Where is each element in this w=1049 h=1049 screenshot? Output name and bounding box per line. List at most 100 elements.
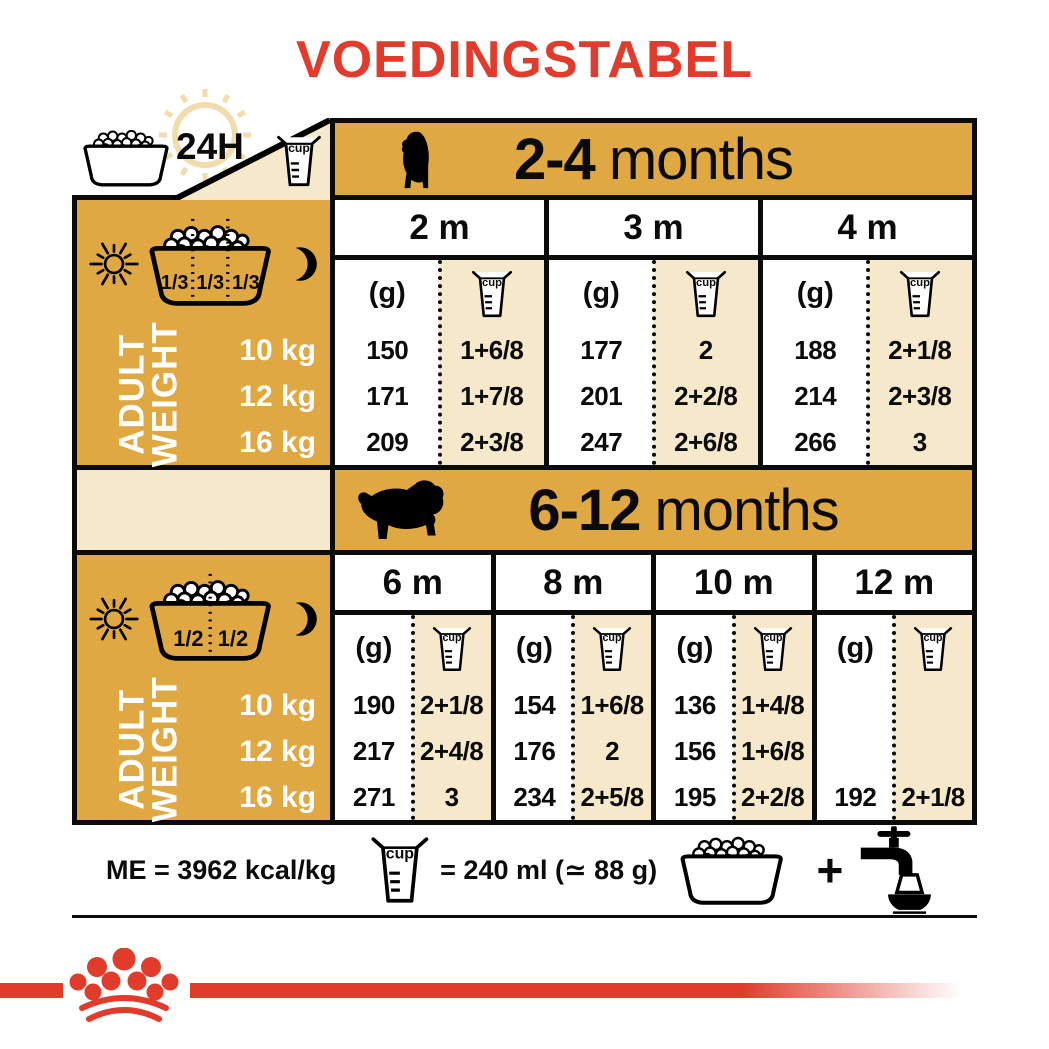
- grams-value: 209: [366, 426, 409, 457]
- grams-label: (g): [796, 277, 834, 309]
- cup-icon: cup: [276, 134, 322, 188]
- svg-text:cup: cup: [603, 632, 622, 644]
- cup-value: 2: [653, 327, 758, 373]
- cup-value: 2+1/8: [412, 682, 491, 728]
- dotted-divider: [437, 260, 442, 465]
- grams-value: 136: [673, 689, 716, 720]
- adult-weight-line1: ADULT: [112, 334, 152, 456]
- svg-text:cup: cup: [288, 141, 310, 155]
- grams-value: 188: [794, 334, 837, 365]
- page-title: VOEDINGSTABEL: [296, 31, 753, 89]
- cup-value: 1+7/8: [439, 373, 544, 419]
- grams-value: 176: [513, 735, 556, 766]
- cup-value: 1+4/8: [733, 682, 812, 728]
- moon-icon: [283, 247, 318, 281]
- section2-table-row: 1/2 1/2 ADULT WEIGHT 10 kg: [72, 555, 977, 825]
- crown-logo: [69, 948, 179, 1022]
- weight-rows: 10 kg 12 kg 16 kg: [239, 683, 316, 821]
- grams-value: 177: [580, 334, 623, 365]
- svg-text:cup: cup: [442, 632, 461, 644]
- meal-split-icons: 1/3 1/3 1/3: [77, 208, 330, 320]
- grams-value: 150: [366, 334, 409, 365]
- cup-value: 2+3/8: [867, 373, 972, 419]
- weight-16kg: 16 kg: [239, 781, 316, 814]
- svg-text:1/2: 1/2: [218, 626, 248, 651]
- cup-icon: cup: [899, 269, 941, 319]
- grams-value: 217: [352, 735, 395, 766]
- cup-equivalence-label: = 240 ml (≃ 88 g): [440, 854, 658, 885]
- plus-sign: +: [816, 844, 844, 896]
- brand-bar-left: [0, 983, 63, 998]
- svg-text:cup: cup: [910, 276, 930, 288]
- footer-info-strip: ME = 3962 kcal/kg cup = 240 ml (≃ 88 g) …: [72, 825, 977, 918]
- spaniel-silhouette-icon: [358, 480, 444, 539]
- meal-split-icons: 1/2 1/2: [77, 563, 330, 675]
- month-header: 8 m: [495, 555, 651, 615]
- cup-header: cup: [733, 615, 812, 682]
- kibble-bowl-icon: [76, 124, 176, 191]
- dotted-divider: [571, 615, 576, 820]
- age-range-unit: months: [654, 477, 839, 543]
- grams-value: 190: [352, 689, 395, 720]
- cup-value: 2+6/8: [653, 419, 758, 465]
- cup-header: cup: [894, 615, 972, 682]
- grams-value: [817, 728, 895, 774]
- cup-value: 2+1/8: [894, 774, 972, 820]
- cup-value: 1+6/8: [573, 682, 651, 728]
- dotted-divider: [410, 615, 415, 820]
- clock-24h-label: 24H: [176, 126, 244, 167]
- cup-icon: cup: [753, 625, 793, 673]
- weight-10kg: 10 kg: [239, 689, 316, 722]
- weight-12kg: 12 kg: [239, 380, 316, 413]
- month-column-4m: 4 m (g) cup 188 2+1/8 214 2+3/8 266 3: [758, 200, 972, 465]
- month-column-3m: 3 m (g) cup 177 2 201 2+2/8 247 2+6/8: [544, 200, 758, 465]
- month-header: 12 m: [816, 555, 972, 615]
- cup-header: cup: [573, 615, 651, 682]
- weight-10kg: 10 kg: [239, 334, 316, 367]
- puppy-silhouette-icon: [401, 131, 429, 189]
- cup-icon: cup: [432, 625, 472, 673]
- month-column-2m: 2 m (g) cup 150 1+6/8 171 1+7/8 209 2+3/…: [335, 200, 544, 465]
- sun-icon: [89, 238, 139, 290]
- grams-value: 192: [834, 781, 877, 812]
- grams-value: 154: [513, 689, 556, 720]
- cup-icon: cup: [685, 269, 727, 319]
- cup-value: [894, 682, 972, 728]
- kibble-bowl-icon: [657, 830, 806, 910]
- age-range-label: 6-12 months: [468, 477, 839, 544]
- cup-header: cup: [412, 615, 491, 682]
- section2-header-row: 6-12 months: [72, 470, 977, 555]
- grams-value: 171: [366, 380, 409, 411]
- age-range-bold: 6-12: [528, 477, 641, 543]
- cup-value: 1+6/8: [439, 327, 544, 373]
- month-header: 4 m: [763, 200, 972, 260]
- month-header: 6 m: [335, 555, 491, 615]
- grams-value: 234: [513, 781, 556, 812]
- grams-value: 201: [580, 380, 623, 411]
- cup-value: 2+4/8: [412, 728, 491, 774]
- month-header: 3 m: [549, 200, 758, 260]
- cup-icon: cup: [913, 625, 953, 673]
- cup-value: 3: [867, 419, 972, 465]
- cup-header: cup: [867, 260, 972, 327]
- adult-weight-line2: WEIGHT: [146, 676, 186, 823]
- age-range-label: 2-4 months: [514, 126, 794, 193]
- svg-text:1/2: 1/2: [173, 626, 203, 651]
- cup-icon: cup: [370, 835, 430, 905]
- cup-value: 2+2/8: [653, 373, 758, 419]
- svg-text:cup: cup: [924, 632, 943, 644]
- grams-label: (g): [368, 277, 406, 309]
- brand-bar-right: [190, 983, 977, 998]
- grams-label: (g): [836, 632, 874, 664]
- svg-text:1/3: 1/3: [232, 272, 260, 294]
- section1-header-row: 24H cup 2-4 months: [72, 89, 977, 200]
- section1-columns: 2 m (g) cup 150 1+6/8 171 1+7/8 209 2+3/…: [330, 200, 977, 470]
- cup-icon: cup: [592, 625, 632, 673]
- cup-value: [894, 728, 972, 774]
- weight-12kg: 12 kg: [239, 735, 316, 768]
- daily-ration-intro: 24H cup: [72, 89, 330, 200]
- grams-value: 214: [794, 380, 837, 411]
- month-header: 2 m: [335, 200, 544, 260]
- grams-label: (g): [676, 632, 714, 664]
